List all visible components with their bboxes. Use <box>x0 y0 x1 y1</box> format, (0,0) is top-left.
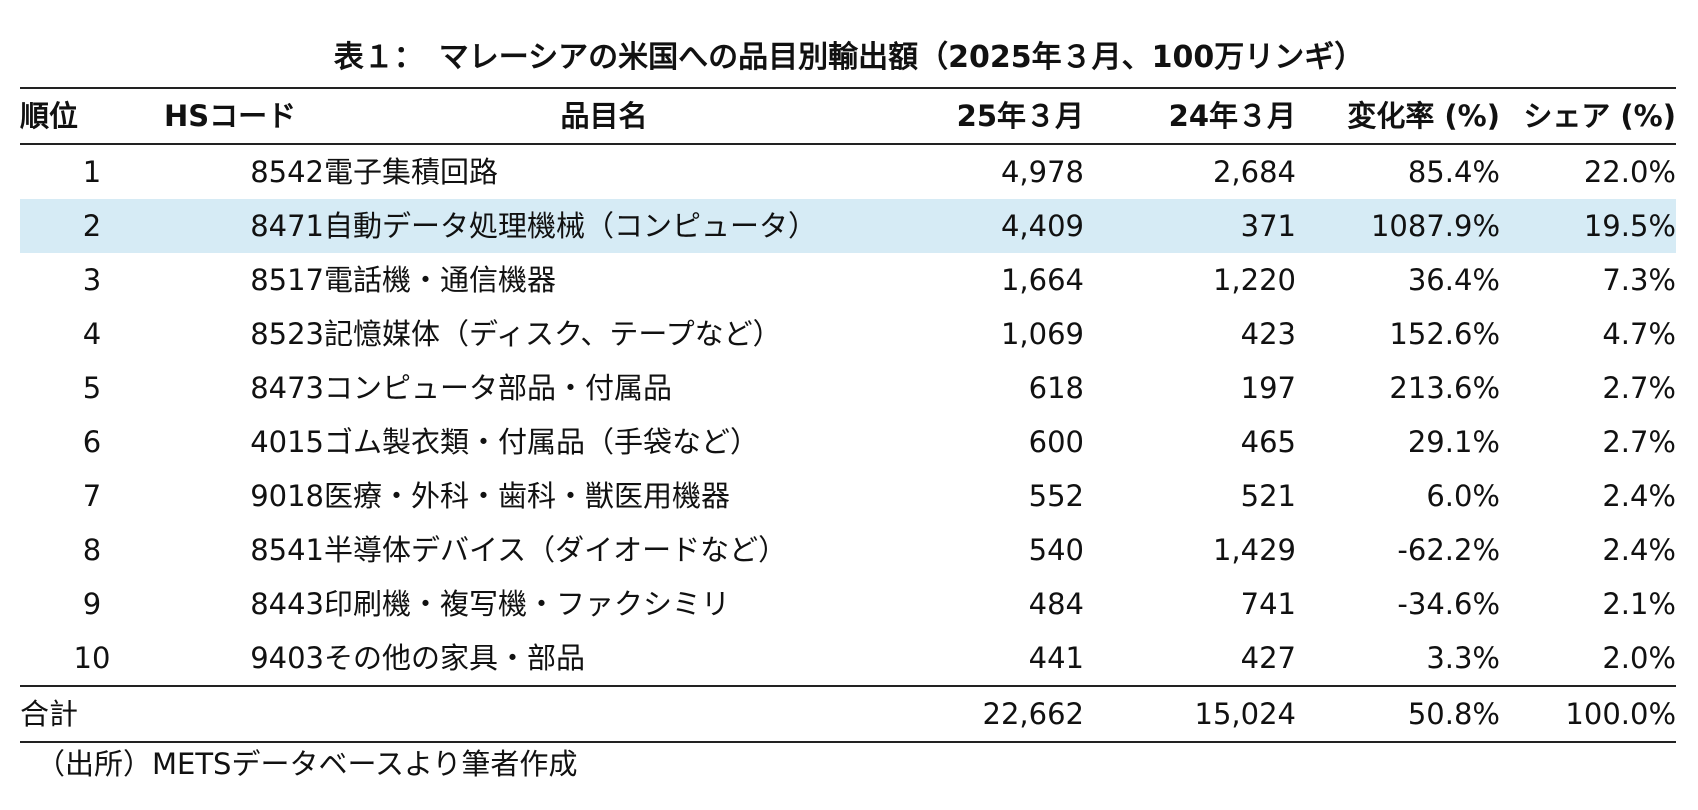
table-row-highlighted: 2 8471 自動データ処理機械（コンピュータ） 4,409 371 1087.… <box>20 199 1676 253</box>
cell-hs-code: 8523 <box>250 317 324 351</box>
cell-mar-2024: 423 <box>1240 317 1296 351</box>
header-hs-code: HSコード <box>164 99 297 133</box>
export-table: 順位 HSコード 品目名 25年３月 24年３月 変化率 (%) シェア (%)… <box>20 87 1676 743</box>
cell-mar-2025: 441 <box>1028 641 1084 675</box>
cell-change-rate: 29.1% <box>1407 425 1500 459</box>
total-share: 100.0% <box>1565 697 1676 731</box>
cell-mar-2025: 552 <box>1028 479 1084 513</box>
table-row: 8 8541 半導体デバイス（ダイオードなど） 540 1,429 -62.2%… <box>20 523 1676 577</box>
header-mar-2024: 24年３月 <box>1168 99 1296 133</box>
cell-item-name: その他の家具・部品 <box>324 641 586 675</box>
cell-hs-code: 8541 <box>250 533 324 567</box>
source-note: （出所）METSデータベースより筆者作成 <box>36 747 578 781</box>
cell-mar-2024: 427 <box>1240 641 1296 675</box>
table-body: 1 8542 電子集積回路 4,978 2,684 85.4% 22.0% 2 … <box>20 144 1676 686</box>
header-rank: 順位 <box>20 99 79 133</box>
header-share: シェア (%) <box>1523 99 1676 133</box>
cell-share: 2.7% <box>1602 425 1676 459</box>
cell-hs-code: 9018 <box>250 479 324 513</box>
table-row: 1 8542 電子集積回路 4,978 2,684 85.4% 22.0% <box>20 144 1676 199</box>
table-row: 9 8443 印刷機・複写機・ファクシミリ 484 741 -34.6% 2.1… <box>20 577 1676 631</box>
cell-hs-code: 4015 <box>250 425 324 459</box>
cell-change-rate: -34.6% <box>1397 587 1500 621</box>
table-row: 10 9403 その他の家具・部品 441 427 3.3% 2.0% <box>20 631 1676 686</box>
total-mar-2024: 15,024 <box>1194 697 1296 731</box>
cell-item-name: 電子集積回路 <box>324 155 499 189</box>
cell-change-rate: 36.4% <box>1407 263 1500 297</box>
cell-share: 2.0% <box>1602 641 1676 675</box>
cell-item-name: ゴム製衣類・付属品（手袋など） <box>324 425 760 459</box>
total-change-rate: 50.8% <box>1407 697 1500 731</box>
cell-hs-code: 9403 <box>250 641 324 675</box>
cell-hs-code: 8473 <box>250 371 324 405</box>
table-row: 4 8523 記憶媒体（ディスク、テープなど） 1,069 423 152.6%… <box>20 307 1676 361</box>
header-mar-2025: 25年３月 <box>956 99 1084 133</box>
cell-rank: 4 <box>82 317 102 351</box>
cell-mar-2025: 1,664 <box>1000 263 1084 297</box>
cell-change-rate: -62.2% <box>1397 533 1500 567</box>
cell-mar-2024: 371 <box>1084 199 1296 253</box>
cell-mar-2025: 618 <box>1028 371 1084 405</box>
cell-change-rate: 1087.9% <box>1296 199 1500 253</box>
cell-mar-2024: 741 <box>1240 587 1296 621</box>
cell-change-rate: 6.0% <box>1426 479 1500 513</box>
cell-rank: 6 <box>82 425 102 459</box>
cell-item-name: 印刷機・複写機・ファクシミリ <box>324 587 731 621</box>
cell-share: 2.4% <box>1602 479 1676 513</box>
total-mar-2025: 22,662 <box>982 697 1084 731</box>
cell-hs-code: 8542 <box>250 155 324 189</box>
cell-rank: 7 <box>82 479 102 513</box>
cell-share: 22.0% <box>1583 155 1676 189</box>
header-change-rate: 変化率 (%) <box>1347 99 1500 133</box>
cell-mar-2024: 2,684 <box>1212 155 1296 189</box>
header-row: 順位 HSコード 品目名 25年３月 24年３月 変化率 (%) シェア (%) <box>20 88 1676 144</box>
cell-rank: 5 <box>82 371 102 405</box>
cell-hs-code: 8471 <box>164 199 324 253</box>
cell-rank: 10 <box>73 641 111 675</box>
cell-mar-2025: 4,409 <box>884 199 1084 253</box>
cell-mar-2024: 197 <box>1240 371 1296 405</box>
cell-item-name: 自動データ処理機械（コンピュータ） <box>324 199 884 253</box>
cell-rank: 1 <box>82 155 102 189</box>
cell-share: 2.7% <box>1602 371 1676 405</box>
cell-share: 2.4% <box>1602 533 1676 567</box>
cell-item-name: コンピュータ部品・付属品 <box>324 371 673 405</box>
table-row: 5 8473 コンピュータ部品・付属品 618 197 213.6% 2.7% <box>20 361 1676 415</box>
table-row: 3 8517 電話機・通信機器 1,664 1,220 36.4% 7.3% <box>20 253 1676 307</box>
table-title: 表１： マレーシアの米国への品目別輸出額（2025年３月、100万リンギ） <box>333 40 1365 75</box>
cell-rank: 8 <box>82 533 102 567</box>
cell-mar-2025: 540 <box>1028 533 1084 567</box>
cell-mar-2025: 484 <box>1028 587 1084 621</box>
cell-mar-2024: 1,220 <box>1212 263 1296 297</box>
cell-change-rate: 3.3% <box>1426 641 1500 675</box>
cell-change-rate: 213.6% <box>1389 371 1500 405</box>
cell-rank: 3 <box>82 263 102 297</box>
header-item-name: 品目名 <box>560 99 648 133</box>
total-row: 合計 22,662 15,024 50.8% 100.0% <box>20 686 1676 742</box>
cell-mar-2024: 1,429 <box>1212 533 1296 567</box>
total-label: 合計 <box>20 697 79 731</box>
cell-item-name: 医療・外科・歯科・獣医用機器 <box>324 479 731 513</box>
cell-change-rate: 85.4% <box>1407 155 1500 189</box>
cell-mar-2024: 465 <box>1240 425 1296 459</box>
cell-rank: 2 <box>20 199 164 253</box>
cell-share: 4.7% <box>1602 317 1676 351</box>
cell-item-name: 記憶媒体（ディスク、テープなど） <box>324 317 782 351</box>
cell-hs-code: 8443 <box>250 587 324 621</box>
cell-change-rate: 152.6% <box>1389 317 1500 351</box>
cell-mar-2025: 1,069 <box>1000 317 1084 351</box>
cell-mar-2025: 4,978 <box>1000 155 1084 189</box>
cell-mar-2025: 600 <box>1028 425 1084 459</box>
cell-item-name: 電話機・通信機器 <box>324 263 557 297</box>
cell-share: 7.3% <box>1602 263 1676 297</box>
table-row: 7 9018 医療・外科・歯科・獣医用機器 552 521 6.0% 2.4% <box>20 469 1676 523</box>
cell-rank: 9 <box>82 587 102 621</box>
cell-hs-code: 8517 <box>250 263 324 297</box>
cell-share: 2.1% <box>1602 587 1676 621</box>
cell-share: 19.5% <box>1500 199 1676 253</box>
cell-mar-2024: 521 <box>1240 479 1296 513</box>
table-row: 6 4015 ゴム製衣類・付属品（手袋など） 600 465 29.1% 2.7… <box>20 415 1676 469</box>
cell-item-name: 半導体デバイス（ダイオードなど） <box>324 533 788 567</box>
